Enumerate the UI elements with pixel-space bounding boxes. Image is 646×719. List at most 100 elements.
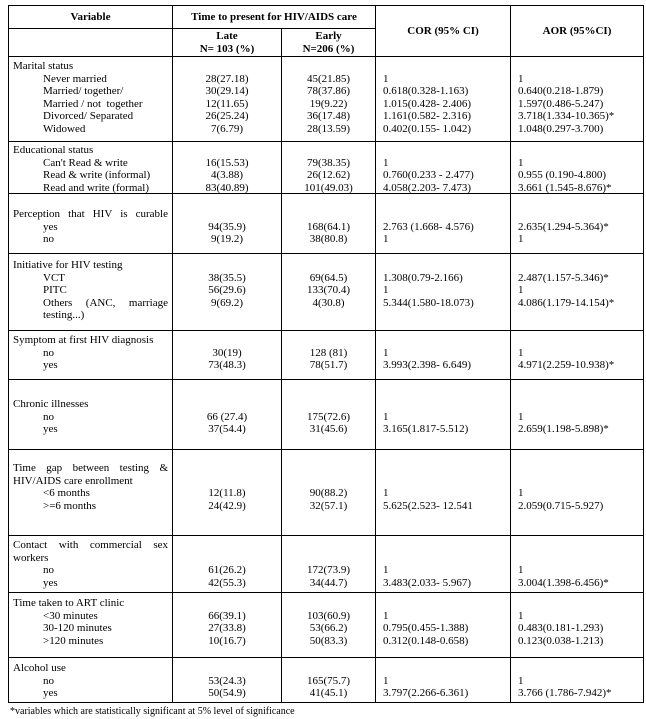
cell-alcohol-use-early: 165(75.7) 41(45.1) [282, 658, 376, 702]
cell-alcohol-use-late: 53(24.3) 50(54.9) [173, 658, 282, 702]
table-section-alcohol-use: Alcohol use no yes 53(24.3) 50(54.9) 165(75.7… [9, 657, 643, 702]
cell-line: 165(75.7) [306, 674, 351, 687]
cell-line: 4.971(2.259-10.938)* [518, 359, 615, 371]
cell-line: workers [13, 551, 49, 564]
header-early: Early N=206 (%) [282, 29, 376, 56]
cell-line: 1.048(0.297-3.700) [518, 122, 604, 135]
cell-line: 24(42.9) [208, 499, 246, 512]
cell-line: Time taken to ART clinic [13, 597, 125, 609]
cell-line: 175(72.6) [306, 410, 351, 423]
header-early-n: N=206 (%) [302, 42, 355, 55]
cell-line: Read & write (informal) [43, 169, 151, 181]
cell-alcohol-use-variable: Alcohol use no yes [9, 658, 173, 702]
cell-line [282, 208, 375, 221]
cell-line [173, 597, 281, 610]
cell-line: 50(83.3) [309, 634, 348, 647]
header-late-n: N= 103 (%) [199, 42, 255, 55]
cell-line: 36(17.48) [306, 110, 351, 122]
cell-symptom-first-diagnosis-variable: Symptom at first HIV diagnosis no yes [9, 331, 173, 379]
cell-line: 32(57.1) [309, 499, 348, 512]
cell-line: 1 [383, 487, 389, 499]
cell-line: 2.059(0.715-5.927) [518, 499, 604, 512]
cell-line: 0.760(0.233 - 2.477) [383, 169, 474, 181]
cell-marital-status-cor: 1 0.618(0.328-1.163) 1.015(0.428- 2.406) 1.… [376, 57, 511, 141]
cell-contact-csw-early: 172(73.9) 34(44.7) [282, 536, 376, 592]
header-late-label: Late [216, 30, 238, 42]
cell-initiative-hiv-testing-variable: Initiative for HIV testing VCT PITC Others … [9, 254, 173, 330]
header-early-label: Early [315, 30, 342, 42]
cell-line: >120 minutes [43, 634, 104, 647]
cell-symptom-first-diagnosis-early: 128 (81) 78(51.7) [282, 331, 376, 379]
cell-line: 73(48.3) [208, 359, 246, 371]
cell-line: 1 [383, 346, 389, 359]
cell-line: 5.344(1.580-18.073) [383, 296, 474, 309]
cell-line: Initiative for HIV testing [13, 259, 123, 271]
cell-line [173, 208, 281, 221]
cell-line: 4(30.8) [312, 296, 345, 309]
cell-line: 27(33.8) [208, 622, 246, 634]
cell-line: 1 [518, 564, 524, 576]
cell-line: Marital status [13, 60, 74, 72]
cell-line: 1.597(0.486-5.247) [518, 97, 604, 110]
cell-line: 4.086(1.179-14.154)* [518, 296, 615, 309]
cell-line: 34(44.7) [309, 576, 348, 589]
cell-line: 1 [383, 72, 389, 85]
cell-perception-hiv-curable-late: 94(35.9) 9(19.2) [173, 194, 282, 253]
cell-line: 0.795(0.455-1.388) [383, 622, 469, 634]
cell-line: yes [43, 220, 58, 233]
cell-line: 78(37.86) [306, 85, 351, 97]
cell-line: 172(73.9) [306, 564, 351, 576]
cell-line: 3.165(1.817-5.512) [383, 423, 469, 435]
header-time-to-present: Time to present for HIV/AIDS care [173, 6, 376, 29]
cell-educational-status-cor: 1 0.760(0.233 - 2.477) 4.058(2.203- 7.473) [376, 142, 511, 193]
cell-line: HIV/AIDS care enrollment [13, 474, 133, 487]
cell-line: 41(45.1) [309, 687, 348, 699]
cell-line: 7(6.79) [210, 122, 244, 135]
cell-line [511, 662, 643, 675]
cell-line: 66(39.1) [208, 609, 246, 622]
cell-chronic-illnesses-cor: 1 3.165(1.817-5.512) [376, 380, 511, 449]
cell-line: 1 [518, 410, 524, 423]
cell-line: 3.004(1.398-6.456)* [518, 576, 609, 589]
cell-line: 94(35.9) [208, 220, 246, 233]
cell-line: 1 [383, 233, 389, 245]
cell-perception-hiv-curable-early: 168(64.1) 38(80.8) [282, 194, 376, 253]
cell-line: 1.015(0.428- 2.406) [383, 97, 471, 110]
cell-line: 3.661 (1.545-8.676)* [518, 181, 612, 194]
cell-line: 12(11.8) [208, 487, 246, 499]
cell-initiative-hiv-testing-late: 38(35.5) 56(29.6) 9(69.2) [173, 254, 282, 330]
cell-time-gap-enrollment-cor: 1 5.625(2.523- 12.541 [376, 450, 511, 535]
cell-line: yes [43, 687, 58, 699]
cell-line [173, 398, 281, 411]
cell-line: 1 [383, 609, 389, 622]
cell-line: 31(45.6) [309, 423, 348, 435]
cell-line [282, 334, 375, 347]
cell-line: Symptom at first HIV diagnosis [13, 334, 154, 346]
cell-time-to-art-clinic-early: 103(60.9) 53(66.2) 50(83.3) [282, 593, 376, 657]
cell-line: 61(26.2) [208, 564, 246, 576]
cell-perception-hiv-curable-aor: 2.635(1.294-5.364)* 1 [511, 194, 643, 253]
cell-line: testing...) [43, 309, 85, 321]
table-section-perception-hiv-curable: Perception that HIV is curable yes no 94(35… [9, 193, 643, 253]
cell-line: 1 [383, 156, 389, 169]
cell-line: 12(11.65) [205, 97, 249, 110]
cell-line: Never married [43, 72, 107, 85]
cell-line: 1 [383, 674, 389, 687]
cell-line [282, 462, 375, 475]
cell-line: 30(19) [212, 346, 242, 359]
cell-line: 9(69.2) [210, 296, 244, 309]
cell-line: 0.402(0.155- 1.042) [383, 122, 471, 135]
cell-line [282, 552, 375, 565]
table-header: Variable Time to present for HIV/AIDS ca… [9, 6, 643, 56]
cell-line [511, 475, 643, 488]
cell-line: VCT [43, 271, 65, 284]
cell-chronic-illnesses-aor: 1 2.659(1.198-5.898)* [511, 380, 643, 449]
cell-line: Chronic illnesses [13, 398, 89, 410]
cell-line: 103(60.9) [306, 609, 351, 622]
cell-line [376, 334, 510, 347]
header-late: Late N= 103 (%) [173, 29, 282, 56]
cell-time-gap-enrollment-early: 90(88.2) 32(57.1) [282, 450, 376, 535]
table-section-time-to-art-clinic: Time taken to ART clinic <30 minutes 30-12… [9, 592, 643, 657]
cell-line: yes [43, 359, 58, 371]
cell-line: 1 [518, 487, 524, 499]
